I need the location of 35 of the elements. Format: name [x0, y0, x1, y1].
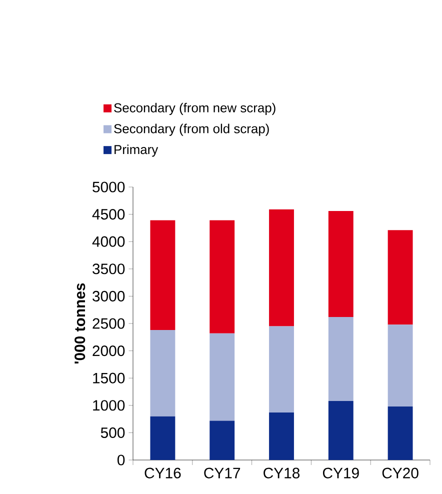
bar [210, 420, 235, 460]
bar [150, 330, 176, 416]
bar [388, 230, 413, 325]
bar [269, 412, 294, 460]
bar [388, 406, 413, 460]
bar [328, 316, 354, 402]
bar [150, 220, 176, 330]
y-axis-title: '000 tonnes [74, 283, 86, 364]
bar [269, 326, 294, 412]
legend-label: Primary [114, 144, 158, 157]
y-tick-label: 3000 [92, 290, 125, 302]
x-tick-label: CY18 [264, 468, 300, 478]
bar [210, 220, 235, 334]
bar [150, 416, 176, 460]
legend-label: Secondary (from new scrap) [114, 102, 276, 115]
bar [328, 211, 354, 317]
y-tick-label: 1000 [93, 400, 125, 411]
x-tick-label: CY19 [322, 468, 359, 478]
y-tick-label: 1500 [93, 372, 125, 384]
y-tick-label: 4000 [92, 236, 125, 247]
bar [210, 333, 235, 421]
y-tick-label: 0 [117, 454, 125, 466]
y-tick-label: 3500 [92, 264, 125, 274]
bar [388, 324, 413, 406]
legend-label: Secondary (from old scrap) [114, 124, 269, 136]
x-tick-label: CY17 [204, 468, 240, 478]
bar [269, 209, 294, 326]
y-tick-label: 2000 [92, 346, 125, 356]
x-tick-label: CY20 [382, 468, 418, 478]
bar [328, 401, 354, 460]
x-tick-label: CY16 [144, 468, 181, 478]
y-tick-label: 2500 [92, 318, 125, 329]
y-tick-label: 500 [100, 427, 125, 438]
y-tick-label: 4500 [92, 209, 125, 220]
y-tick-label: 5000 [92, 182, 125, 192]
